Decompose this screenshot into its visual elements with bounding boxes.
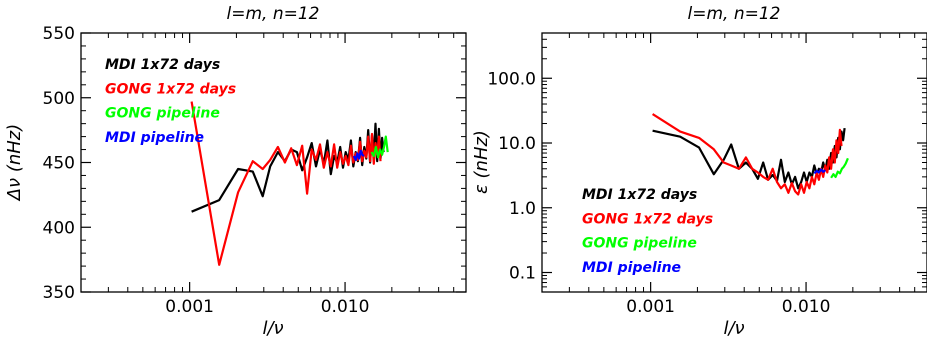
- series-line-mdi-pipeline: [813, 168, 826, 175]
- y-tick-label: 1.0: [509, 199, 536, 219]
- x-tick-label: 0.010: [782, 297, 831, 317]
- series-line-gong-pipeline: [830, 157, 849, 179]
- legend-entry: MDI pipeline: [105, 130, 204, 146]
- series-line-mdi-pipeline: [352, 149, 365, 161]
- y-tick-label: 0.1: [509, 264, 536, 284]
- y-tick-label: 400: [43, 218, 75, 238]
- x-tick-label: 0.001: [626, 297, 675, 317]
- chart-title: l=m, n=12: [688, 4, 781, 24]
- x-tick-label: 0.001: [165, 297, 214, 317]
- series-line-gong-1x72-days: [190, 101, 382, 266]
- chart-panel-left: l=m, n=12 Δν (nHz) l/ν 0.001 0.010 350 400 4…: [4, 4, 467, 339]
- plot-frame: [541, 32, 927, 293]
- series-line-gong-pipeline: [370, 135, 389, 159]
- chart-panel-right: l=m, n=12 ε (nHz) l/ν 0.001 0.010 0.1 1.0 10…: [471, 4, 927, 339]
- chart-title: l=m, n=12: [227, 4, 320, 24]
- x-axis-label: l/ν: [723, 318, 744, 339]
- legend-entry: GONG 1x72 days: [105, 81, 236, 97]
- plot-frame: [80, 32, 467, 293]
- legend-entry: MDI pipeline: [582, 260, 681, 276]
- y-tick-label: 550: [43, 24, 75, 44]
- legend-entry: GONG pipeline: [582, 236, 697, 252]
- plot-area: 0.001 0.010 350 400 450 500 550 MDI 1x72 days GO…: [43, 24, 466, 317]
- legend-entry: GONG pipeline: [105, 106, 220, 122]
- y-tick-label: 500: [43, 89, 75, 109]
- legend-entry: MDI 1x72 days: [582, 187, 697, 203]
- y-tick-label: 10.0: [498, 134, 536, 154]
- series-line-mdi-1x72-days: [652, 127, 846, 190]
- x-tick-label: 0.010: [321, 297, 370, 317]
- y-axis-label: Δν (nHz): [4, 124, 25, 203]
- y-tick-label: 100.0: [487, 69, 536, 89]
- y-tick-label: 350: [43, 283, 75, 303]
- legend-entry: GONG 1x72 days: [582, 211, 713, 227]
- y-axis-label: ε (nHz): [471, 130, 492, 194]
- plot-area: 0.001 0.010 0.1 1.0 10.0 100.0 MDI 1x72 days GO…: [487, 33, 927, 317]
- x-axis-label: l/ν: [262, 318, 283, 339]
- series-line-gong-1x72-days: [652, 113, 843, 196]
- legend-entry: MDI 1x72 days: [105, 57, 220, 73]
- y-tick-label: 450: [43, 154, 75, 174]
